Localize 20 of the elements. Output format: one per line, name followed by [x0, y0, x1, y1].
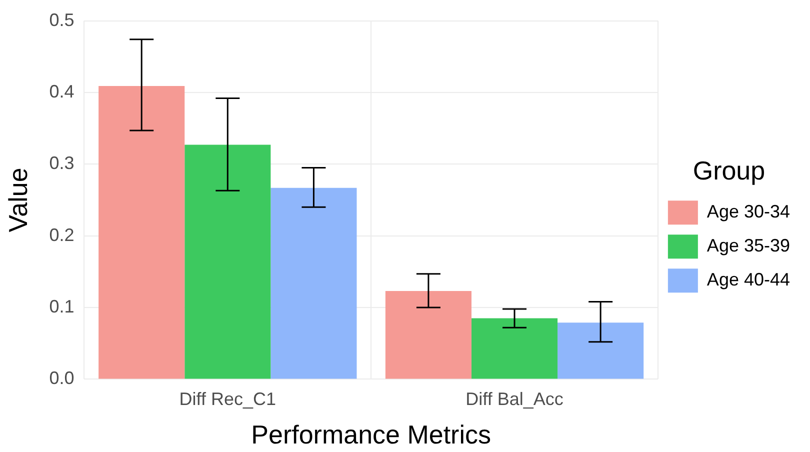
bar: [471, 318, 558, 379]
bar: [98, 86, 185, 379]
bar: [385, 291, 472, 379]
legend-label: Age 40-44: [706, 270, 790, 290]
y-tick-label: 0.5: [49, 10, 74, 30]
x-tick-label: Diff Bal_Acc: [466, 388, 564, 409]
y-tick-label: 0.4: [49, 81, 74, 102]
legend-label: Age 30-34: [706, 202, 790, 222]
y-tick-label: 0.0: [49, 368, 74, 388]
y-axis-title: Value: [2, 168, 33, 232]
x-tick-label: Diff Rec_C1: [179, 388, 276, 409]
x-axis-title: Performance Metrics: [251, 420, 491, 450]
y-tick-label: 0.1: [49, 296, 74, 316]
y-tick-label: 0.2: [49, 224, 74, 245]
y-tick-label: 0.3: [49, 153, 74, 174]
bar: [184, 144, 271, 379]
legend-title: Group: [692, 156, 766, 186]
legend-label: Age 35-39: [706, 236, 790, 256]
bar: [558, 322, 644, 379]
bar: [270, 188, 357, 379]
